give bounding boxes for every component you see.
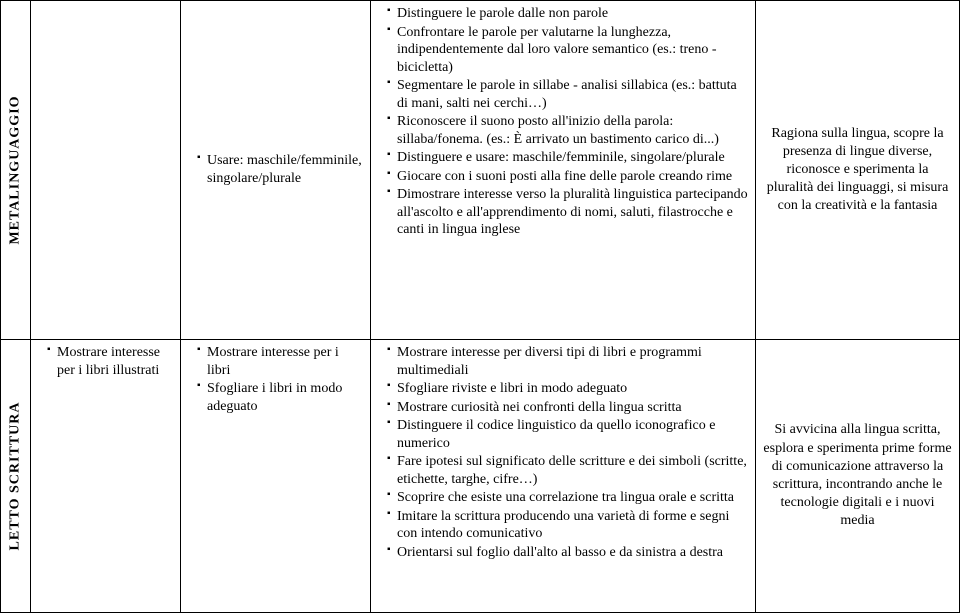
row-label-cell: LETTO SCRITTURA [0,340,30,613]
list-item: Sfogliare i libri in modo adeguato [197,380,364,415]
list-item: Distinguere le parole dalle non parole [387,5,749,23]
col-b-cell [30,0,180,340]
col-d-cell: Mostrare interesse per diversi tipi di l… [370,340,755,613]
list-item: Mostrare interesse per i libri illustrat… [47,344,174,379]
list-item: Mostrare curiosità nei confronti della l… [387,399,749,417]
col-e-text: Ragiona sulla lingua, scopre la presenza… [762,5,953,335]
table-row: LETTO SCRITTURA Mostrare interesse per i… [0,340,960,613]
col-d-list: Mostrare interesse per diversi tipi di l… [377,344,749,561]
list-item: Distinguere il codice linguistico da que… [387,417,749,452]
col-c-list: Mostrare interesse per i libriSfogliare … [187,344,364,415]
list-item: Segmentare le parole in sillabe - analis… [387,77,749,112]
list-item: Confrontare le parole per valutarne la l… [387,24,749,77]
col-c-cell: Mostrare interesse per i libriSfogliare … [180,340,370,613]
list-item: Sfogliare riviste e libri in modo adegua… [387,380,749,398]
row-label: LETTO SCRITTURA [8,402,24,551]
col-d-list: Distinguere le parole dalle non paroleCo… [377,5,749,239]
col-e-cell: Si avvicina alla lingua scritta, esplora… [755,340,960,613]
list-item: Orientarsi sul foglio dall'alto al basso… [387,544,749,562]
list-item: Fare ipotesi sul significato delle scrit… [387,453,749,488]
col-b-list: Mostrare interesse per i libri illustrat… [37,344,174,379]
curriculum-table: METALINGUAGGIO Usare: maschile/femminile… [0,0,960,613]
col-d-cell: Distinguere le parole dalle non paroleCo… [370,0,755,340]
list-item: Giocare con i suoni posti alla fine dell… [387,168,749,186]
list-item: Dimostrare interesse verso la pluralità … [387,186,749,239]
row-label: METALINGUAGGIO [8,95,24,244]
col-c-list: Usare: maschile/femminile, singolare/plu… [187,152,364,188]
list-item: Mostrare interesse per diversi tipi di l… [387,344,749,379]
list-item: Usare: maschile/femminile, singolare/plu… [197,152,364,187]
list-item: Riconoscere il suono posto all'inizio de… [387,113,749,148]
list-item: Imitare la scrittura producendo una vari… [387,508,749,543]
list-item: Scoprire che esiste una correlazione tra… [387,489,749,507]
list-item: Distinguere e usare: maschile/femminile,… [387,149,749,167]
row-label-cell: METALINGUAGGIO [0,0,30,340]
col-e-text: Si avvicina alla lingua scritta, esplora… [762,344,953,608]
col-e-cell: Ragiona sulla lingua, scopre la presenza… [755,0,960,340]
list-item: Mostrare interesse per i libri [197,344,364,379]
table-row: METALINGUAGGIO Usare: maschile/femminile… [0,0,960,340]
col-b-cell: Mostrare interesse per i libri illustrat… [30,340,180,613]
col-c-cell: Usare: maschile/femminile, singolare/plu… [180,0,370,340]
